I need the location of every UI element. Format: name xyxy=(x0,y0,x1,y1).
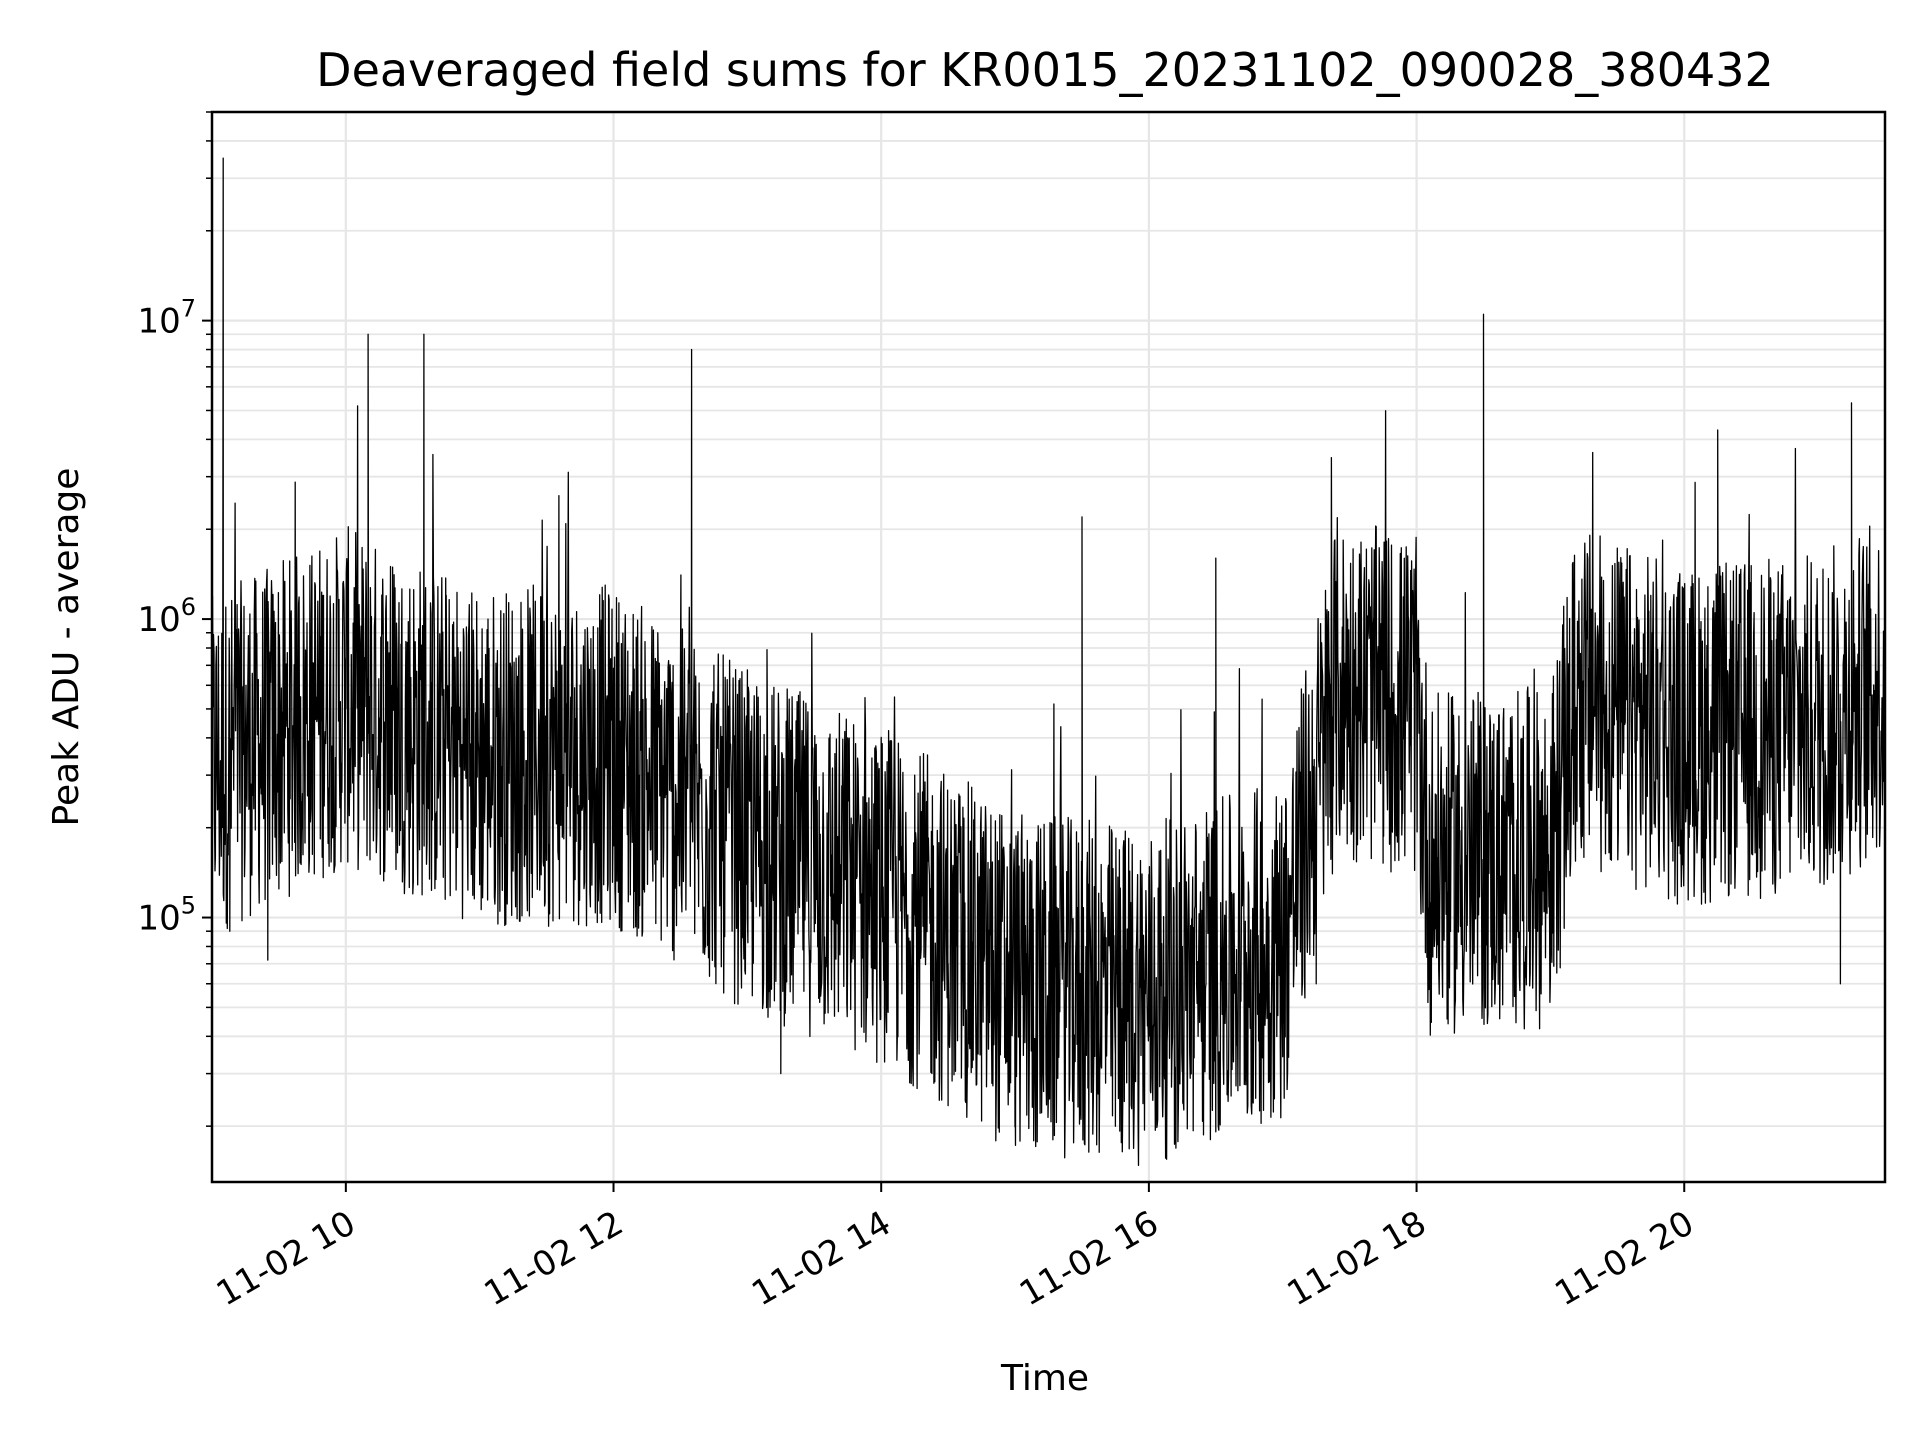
y-tick-label: 106 xyxy=(137,593,196,640)
x-tick-label: 11-02 12 xyxy=(478,1203,630,1314)
y-tick-label: 107 xyxy=(137,295,196,342)
x-tick-label: 11-02 18 xyxy=(1281,1203,1433,1314)
y-tick-base: 10 xyxy=(137,899,180,939)
x-axis: 11-02 10 11-02 12 11-02 14 11-02 16 11-02 18… xyxy=(210,1182,1701,1314)
x-tick-label: 11-02 10 xyxy=(210,1203,362,1314)
chart-title: Deaveraged field sums for KR0015_2023110… xyxy=(316,43,1774,97)
y-tick-label: 105 xyxy=(137,892,196,939)
y-tick-exponent: 6 xyxy=(181,593,196,621)
x-axis-label: Time xyxy=(1000,1358,1089,1399)
y-tick-exponent: 5 xyxy=(181,892,196,920)
y-tick-base: 10 xyxy=(137,302,180,342)
data-line xyxy=(211,157,1886,1167)
plot-frame xyxy=(210,110,1887,1184)
x-tick-label: 11-02 16 xyxy=(1013,1203,1165,1314)
y-axis-label: Peak ADU - average xyxy=(46,468,87,827)
y-tick-base: 10 xyxy=(137,600,180,640)
y-tick-exponent: 7 xyxy=(181,295,196,323)
x-tick-label: 11-02 14 xyxy=(745,1203,897,1314)
plot-line-group xyxy=(211,157,1886,1167)
x-tick-label: 11-02 20 xyxy=(1548,1203,1700,1314)
